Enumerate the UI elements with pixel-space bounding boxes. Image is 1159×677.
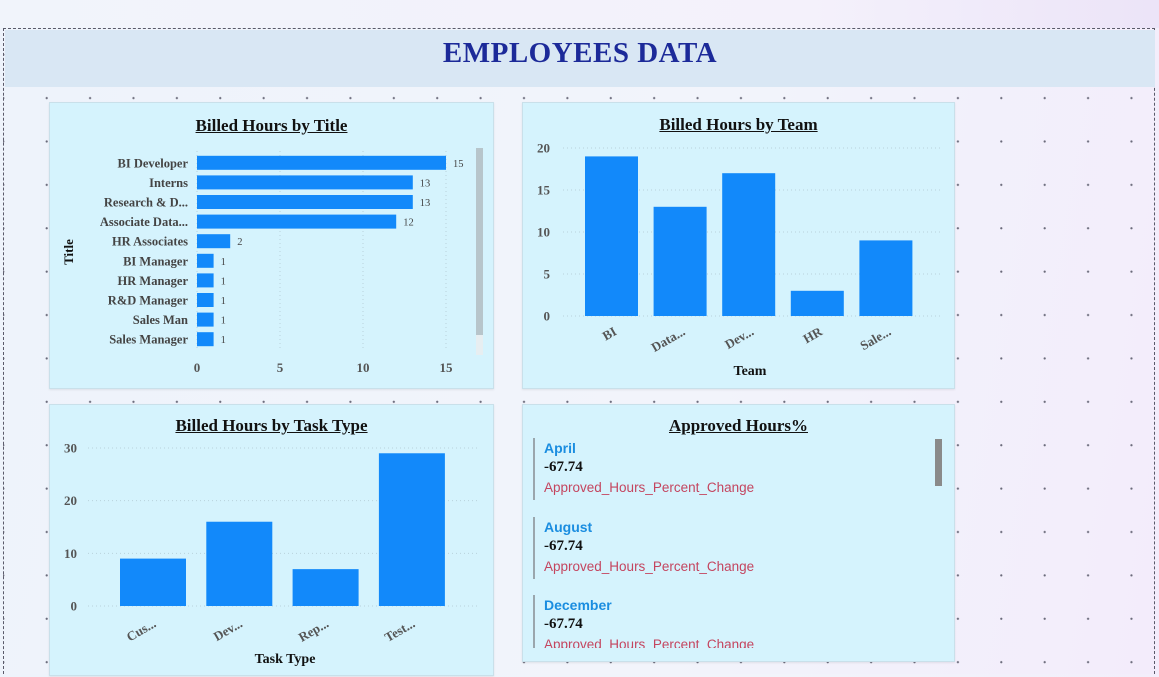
- bar: [378, 453, 445, 606]
- y-tick-label: 5: [544, 267, 551, 282]
- kpi-label: Approved_Hours_Percent_Change: [544, 558, 755, 574]
- y-tick-label: Sales Manager: [109, 333, 188, 347]
- bar: [197, 332, 214, 347]
- y-tick-label: Associate Data...: [100, 215, 188, 229]
- bar: [722, 173, 776, 316]
- x-tick-label: Dev...: [211, 616, 245, 644]
- y-tick-label: 10: [537, 225, 550, 240]
- top-strip: [0, 0, 1159, 28]
- kpi-month: April: [544, 440, 576, 456]
- data-label: 1: [221, 335, 226, 346]
- bar: [585, 156, 638, 316]
- y-tick-label: Research & D...: [104, 196, 188, 210]
- bar: [859, 240, 913, 316]
- x-tick-label: 5: [277, 360, 284, 375]
- x-tick-label: Data...: [649, 324, 688, 355]
- kpi-value: -67.74: [544, 459, 583, 475]
- y-tick-label: HR Associates: [112, 235, 188, 249]
- kpi-month: December: [544, 597, 612, 613]
- data-label: 15: [453, 159, 464, 170]
- x-axis-title: Team: [734, 364, 767, 379]
- bar: [292, 569, 359, 606]
- bar: [197, 195, 413, 209]
- y-tick-label: Interns: [149, 176, 188, 190]
- data-label: 13: [420, 198, 431, 209]
- y-tick-label: BI Developer: [118, 156, 189, 170]
- y-axis-title: Title: [61, 239, 76, 265]
- y-tick-label: 0: [71, 599, 78, 614]
- x-tick-label: HR: [800, 323, 825, 346]
- kpi-value: -67.74: [544, 616, 583, 632]
- chart-title: Billed Hours by Task Type: [175, 416, 368, 435]
- x-tick-label: Cus...: [124, 616, 159, 645]
- data-label: 13: [420, 178, 431, 189]
- y-tick-label: HR Manager: [118, 274, 189, 288]
- page-title: EMPLOYEES DATA: [442, 37, 718, 69]
- kpi-label: Approved_Hours_Percent_Change: [544, 480, 755, 495]
- x-tick-label: Test...: [382, 616, 418, 645]
- card-approved-hours[interactable]: Approved Hours% April -67.74 Approved_Ho…: [522, 404, 955, 662]
- scrollbar-thumb[interactable]: [476, 148, 483, 335]
- y-tick-label: 15: [537, 183, 551, 198]
- x-axis-title: Task Type: [255, 652, 316, 667]
- data-label: 2: [237, 237, 242, 248]
- chart-billed-hours-by-task-type[interactable]: 0 10 20 30 Cus... Dev... Rep... Test... Task Typ…: [50, 405, 495, 677]
- kpi-list[interactable]: April -67.74 Approved_Hours_Percent_Chan…: [533, 438, 933, 648]
- y-tick-label: BI Manager: [123, 254, 188, 268]
- bar: [790, 290, 844, 316]
- x-tick-label: BI: [600, 324, 619, 344]
- kpi-label: Approved_Hours_Percent_Change: [544, 637, 755, 648]
- x-tick-label: 0: [194, 360, 201, 375]
- x-tick-label: Rep...: [296, 616, 331, 645]
- x-tick-label: Dev...: [722, 324, 756, 352]
- data-label: 1: [221, 257, 226, 268]
- bar: [197, 155, 446, 170]
- x-tick-label: Sale...: [857, 324, 893, 353]
- kpi-scrollbar-thumb[interactable]: [935, 439, 942, 486]
- chart-scrollbar[interactable]: [476, 148, 483, 355]
- bar: [197, 253, 214, 268]
- data-label: 12: [403, 218, 414, 229]
- y-tick-label: 30: [64, 441, 77, 456]
- chart-title: Billed Hours by Team: [659, 115, 818, 134]
- y-tick-label: Sales Man: [133, 313, 188, 327]
- bar: [197, 234, 231, 249]
- data-label: 1: [221, 276, 226, 287]
- card-billed-hours-by-title[interactable]: Billed Hours by Title 0 5 10 15 BI Developer…: [49, 102, 494, 389]
- y-tick-label: 20: [537, 141, 550, 156]
- chart-billed-hours-by-team[interactable]: 0 5 10 15 20 BI Data... Dev... HR Sale... Team: [523, 103, 956, 390]
- bar: [120, 558, 186, 606]
- bar: [197, 214, 397, 229]
- card-billed-hours-by-team[interactable]: Billed Hours by Team 0 5 10 15 20 BI Data... De…: [522, 102, 955, 389]
- card-title: Approved Hours%: [668, 416, 808, 435]
- page-banner: EMPLOYEES DATA: [5, 30, 1155, 87]
- bar: [197, 273, 214, 288]
- x-tick-label: 15: [440, 360, 454, 375]
- y-tick-label: 0: [544, 309, 551, 324]
- chart-billed-hours-by-title[interactable]: 0 5 10 15 BI Developer 15 Interns 13 Research & …: [50, 103, 495, 390]
- kpi-month: August: [544, 518, 593, 535]
- x-tick-label: 10: [357, 360, 370, 375]
- bar: [197, 293, 214, 307]
- bar: [206, 521, 273, 606]
- chart-title: Billed Hours by Title: [195, 116, 348, 135]
- data-label: 1: [221, 316, 226, 327]
- kpi-item: April -67.74 Approved_Hours_Percent_Chan…: [533, 438, 933, 500]
- y-tick-label: 10: [64, 546, 77, 561]
- bar: [197, 175, 413, 190]
- bar: [197, 312, 214, 327]
- y-tick-label: R&D Manager: [108, 294, 189, 308]
- y-tick-label: 20: [64, 493, 77, 508]
- data-label: 1: [221, 296, 226, 307]
- kpi-item: December -67.74 Approved_Hours_Percent_C…: [533, 595, 933, 648]
- card-billed-hours-by-task-type[interactable]: Billed Hours by Task Type 0 10 20 30 Cus... D…: [49, 404, 494, 676]
- kpi-value: -67.74: [544, 537, 583, 554]
- bar: [653, 206, 707, 316]
- kpi-item: August -67.74 Approved_Hours_Percent_Cha…: [533, 516, 933, 579]
